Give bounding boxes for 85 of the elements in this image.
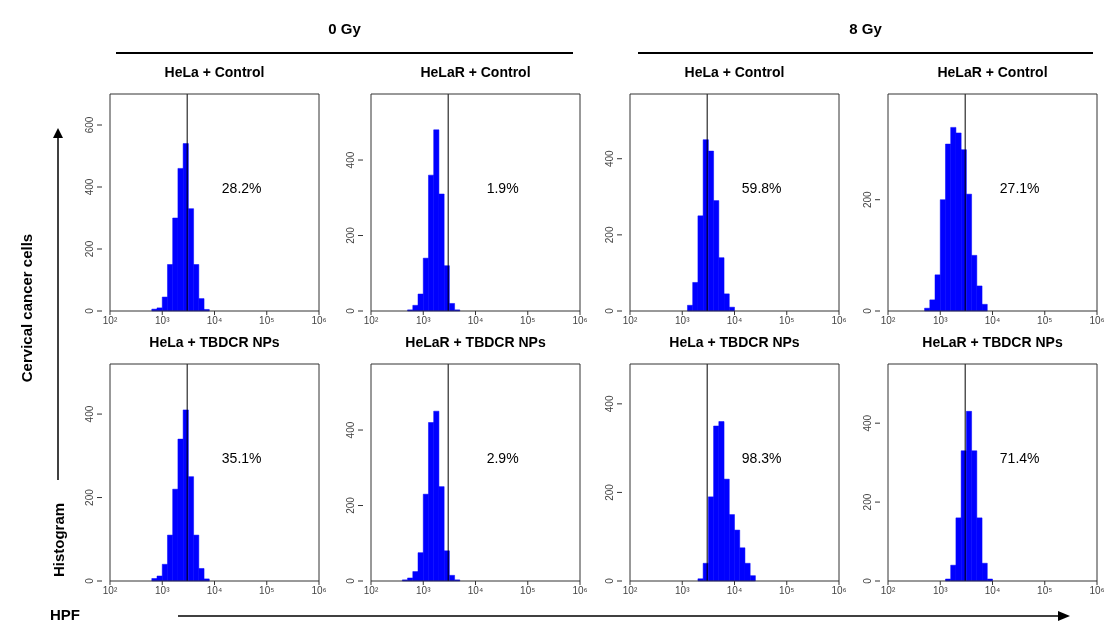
x-tick-label: 10³ bbox=[675, 315, 691, 327]
x-tick-label: 10⁶ bbox=[1089, 585, 1105, 597]
chart-title: HeLa + Control bbox=[163, 64, 266, 80]
y-tick-label: 400 bbox=[84, 405, 95, 423]
chart-title: HeLaR + Control bbox=[936, 64, 1049, 80]
y-tick-label: 0 bbox=[345, 307, 356, 314]
y-tick-label: 200 bbox=[345, 496, 356, 514]
annotation: 98.3% bbox=[741, 450, 782, 466]
y-tick-label: 0 bbox=[604, 577, 615, 584]
text: Cervical cancer cells bbox=[17, 233, 35, 383]
annotation: 2.9% bbox=[486, 450, 519, 466]
y-tick-label: 400 bbox=[345, 151, 356, 169]
chart-title: HeLa + Control bbox=[683, 64, 786, 80]
chart-title: HeLaR + TBDCR NPs bbox=[404, 334, 547, 350]
y-tick-label: 400 bbox=[604, 395, 615, 413]
x-tick-label: 10⁶ bbox=[831, 315, 847, 327]
x-tick-label: 10⁵ bbox=[520, 585, 536, 597]
x-tick-label: 10⁶ bbox=[572, 315, 588, 327]
x-tick-label: 10⁴ bbox=[984, 315, 1001, 327]
x-tick-label: 10² bbox=[102, 315, 118, 327]
y-tick-label: 200 bbox=[604, 226, 615, 244]
y-tick-label: 200 bbox=[604, 483, 615, 501]
x-tick-label: 10⁶ bbox=[831, 585, 847, 597]
x-tick-label: 10⁵ bbox=[259, 585, 275, 597]
y-tick-label: 200 bbox=[862, 190, 873, 209]
annotation: 1.9% bbox=[486, 180, 519, 196]
x-tick-label: 10⁵ bbox=[779, 315, 795, 327]
x-tick-label: 10⁴ bbox=[206, 315, 223, 327]
y-tick-label: 200 bbox=[345, 226, 356, 244]
annotation: 59.8% bbox=[741, 180, 782, 196]
x-tick-label: 10⁵ bbox=[259, 315, 275, 327]
x-tick-label: 10⁶ bbox=[572, 585, 588, 597]
x-tick-label: 10² bbox=[102, 585, 118, 597]
x-tick-label: 10⁵ bbox=[1037, 585, 1053, 597]
chart-title: HeLa + TBDCR NPs bbox=[668, 334, 801, 350]
y-tick-label: 0 bbox=[84, 577, 95, 584]
y-tick-label: 400 bbox=[604, 149, 615, 168]
x-tick-label: 10³ bbox=[933, 315, 949, 327]
x-tick-label: 10³ bbox=[155, 315, 171, 327]
text: 0 Gy bbox=[327, 20, 362, 37]
y-tick-label: 400 bbox=[345, 421, 356, 439]
annotation: 28.2% bbox=[221, 180, 262, 196]
x-tick-label: 10² bbox=[880, 315, 896, 327]
x-tick-label: 10⁵ bbox=[779, 585, 795, 597]
x-tick-label: 10⁵ bbox=[520, 315, 536, 327]
text: 8 Gy bbox=[848, 20, 883, 37]
x-tick-label: 10³ bbox=[933, 585, 949, 597]
x-tick-label: 10² bbox=[622, 315, 638, 327]
y-tick-label: 200 bbox=[862, 493, 873, 511]
y-tick-label: 0 bbox=[604, 307, 615, 314]
y-tick-label: 600 bbox=[84, 116, 95, 134]
x-tick-label: 10² bbox=[363, 315, 379, 327]
x-tick-label: 10⁶ bbox=[1089, 315, 1105, 327]
y-tick-label: 400 bbox=[862, 414, 873, 432]
x-tick-label: 10³ bbox=[416, 585, 432, 597]
x-tick-label: 10³ bbox=[416, 315, 432, 327]
y-tick-label: 0 bbox=[345, 577, 356, 584]
text: HPF bbox=[50, 606, 80, 623]
x-tick-label: 10⁶ bbox=[311, 585, 327, 597]
annotation: 35.1% bbox=[221, 450, 262, 466]
x-tick-label: 10⁴ bbox=[726, 315, 743, 327]
x-tick-label: 10⁴ bbox=[726, 585, 743, 597]
y-tick-label: 0 bbox=[862, 307, 873, 314]
y-tick-label: 200 bbox=[84, 488, 95, 506]
y-tick-label: 400 bbox=[84, 178, 95, 196]
text: Histogram bbox=[49, 502, 67, 578]
x-tick-label: 10⁴ bbox=[984, 585, 1001, 597]
chart-title: HeLa + TBDCR NPs bbox=[148, 334, 281, 350]
x-tick-label: 10⁶ bbox=[311, 315, 327, 327]
annotation: 27.1% bbox=[999, 180, 1040, 196]
x-tick-label: 10⁵ bbox=[1037, 315, 1053, 327]
x-tick-label: 10³ bbox=[155, 585, 171, 597]
x-tick-label: 10² bbox=[363, 585, 379, 597]
x-tick-label: 10² bbox=[880, 585, 896, 597]
y-tick-label: 0 bbox=[84, 307, 95, 314]
x-tick-label: 10⁴ bbox=[206, 585, 223, 597]
x-tick-label: 10² bbox=[622, 585, 638, 597]
y-tick-label: 200 bbox=[84, 240, 95, 258]
chart-title: HeLaR + Control bbox=[419, 64, 532, 80]
x-tick-label: 10⁴ bbox=[467, 585, 484, 597]
x-tick-label: 10³ bbox=[675, 585, 691, 597]
chart-title: HeLaR + TBDCR NPs bbox=[921, 334, 1064, 350]
annotation: 71.4% bbox=[999, 450, 1040, 466]
x-tick-label: 10⁴ bbox=[467, 315, 484, 327]
y-tick-label: 0 bbox=[862, 577, 873, 584]
